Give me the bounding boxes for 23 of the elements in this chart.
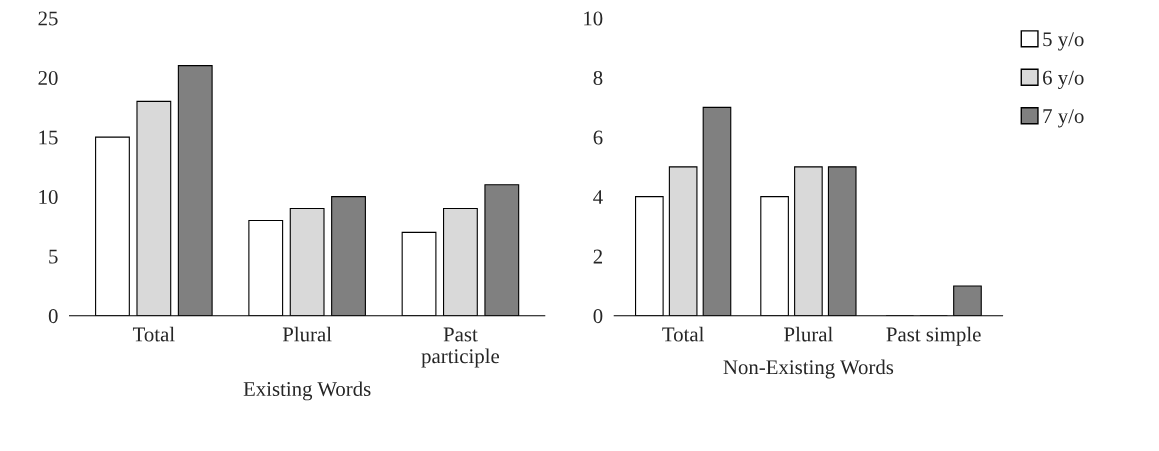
y-tick-label: 25 (38, 11, 58, 26)
y-tick-label: 6 (593, 130, 603, 145)
x-tick-label: Plural (282, 326, 332, 342)
x-tick-label: Past simple (886, 326, 981, 346)
y-tick-label: 10 (584, 11, 603, 26)
legend-label: 5 y/o (1043, 32, 1084, 51)
x-tick-label: Total (132, 326, 175, 342)
y-tick-label: 0 (48, 309, 58, 324)
y-tick-label: 8 (593, 70, 603, 86)
x-tick-label: Total (662, 326, 704, 342)
y-tick-label: 4 (593, 190, 603, 204)
x-tick-label: Plural (784, 326, 833, 342)
y-tick-label: 0 (593, 309, 603, 324)
y-tick-label: 20 (38, 70, 58, 86)
legend-label: 6 y/o (1043, 70, 1084, 89)
y-tick-label: 2 (593, 249, 603, 264)
y-tick-label: 15 (39, 130, 58, 145)
y-tick-label: 10 (39, 190, 58, 205)
legend-label: 7 y/o (1043, 109, 1084, 128)
x-tick-label: Past participle (421, 327, 500, 368)
y-tick-label: 5 (49, 249, 58, 264)
x-axis-title: Non-Existing Words (723, 359, 894, 379)
x-axis-title: Existing Words (243, 381, 371, 401)
